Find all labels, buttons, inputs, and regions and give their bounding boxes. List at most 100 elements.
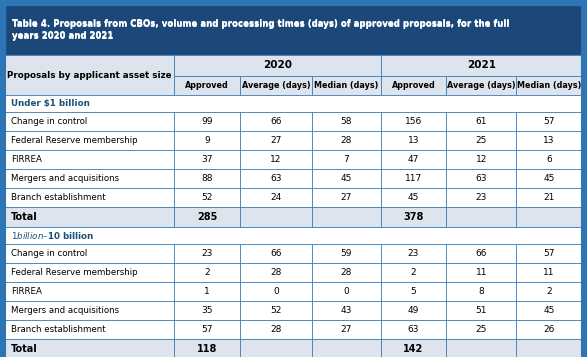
Bar bbox=[174, 263, 240, 282]
Text: 8: 8 bbox=[478, 287, 484, 296]
Text: 27: 27 bbox=[340, 325, 352, 334]
Text: 49: 49 bbox=[408, 306, 419, 315]
Bar bbox=[446, 282, 516, 301]
Bar bbox=[516, 76, 582, 95]
Bar bbox=[446, 169, 516, 188]
Bar bbox=[174, 76, 240, 95]
Bar bbox=[240, 244, 312, 263]
Text: 12: 12 bbox=[270, 155, 282, 164]
Bar bbox=[174, 301, 240, 320]
Text: 21: 21 bbox=[544, 193, 555, 202]
Text: 57: 57 bbox=[544, 117, 555, 126]
Text: 45: 45 bbox=[408, 193, 419, 202]
Text: 27: 27 bbox=[340, 193, 352, 202]
Text: 45: 45 bbox=[544, 174, 555, 183]
Bar bbox=[174, 207, 240, 227]
Bar bbox=[174, 150, 240, 169]
Text: 58: 58 bbox=[340, 117, 352, 126]
Bar bbox=[240, 112, 312, 131]
Bar bbox=[380, 131, 446, 150]
Bar bbox=[240, 76, 312, 95]
Bar bbox=[174, 320, 240, 339]
Bar bbox=[312, 320, 380, 339]
Bar bbox=[446, 131, 516, 150]
Text: 2: 2 bbox=[204, 268, 210, 277]
Text: FIRREA: FIRREA bbox=[11, 155, 42, 164]
Bar bbox=[5, 150, 174, 169]
Text: 37: 37 bbox=[201, 155, 212, 164]
Bar bbox=[174, 55, 380, 76]
Bar bbox=[446, 188, 516, 207]
Bar bbox=[240, 282, 312, 301]
Text: 52: 52 bbox=[270, 306, 282, 315]
Bar bbox=[240, 339, 312, 357]
Text: 27: 27 bbox=[270, 136, 282, 145]
Bar bbox=[240, 188, 312, 207]
Bar bbox=[174, 282, 240, 301]
Bar bbox=[380, 169, 446, 188]
Text: Change in control: Change in control bbox=[11, 249, 87, 258]
Bar bbox=[5, 244, 174, 263]
Bar bbox=[5, 188, 174, 207]
Text: Change in control: Change in control bbox=[11, 117, 87, 126]
Text: 57: 57 bbox=[544, 249, 555, 258]
Bar bbox=[240, 263, 312, 282]
Text: Approved: Approved bbox=[185, 81, 229, 90]
Text: 25: 25 bbox=[475, 325, 487, 334]
Bar bbox=[5, 207, 174, 227]
Text: 118: 118 bbox=[197, 344, 217, 354]
Text: 63: 63 bbox=[475, 174, 487, 183]
Bar bbox=[174, 339, 240, 357]
Bar bbox=[5, 95, 582, 112]
Bar bbox=[174, 131, 240, 150]
Bar bbox=[312, 244, 380, 263]
Text: 28: 28 bbox=[340, 136, 352, 145]
Text: 2020: 2020 bbox=[263, 60, 292, 70]
Text: Average (days): Average (days) bbox=[447, 81, 515, 90]
Bar bbox=[5, 5, 582, 55]
Bar bbox=[312, 188, 380, 207]
Bar bbox=[516, 131, 582, 150]
Bar bbox=[446, 150, 516, 169]
Bar bbox=[312, 207, 380, 227]
Bar bbox=[312, 76, 380, 95]
Text: Under $1 billion: Under $1 billion bbox=[11, 99, 90, 108]
Bar bbox=[5, 112, 174, 131]
Bar bbox=[240, 169, 312, 188]
Text: 378: 378 bbox=[403, 212, 424, 222]
Bar bbox=[174, 244, 240, 263]
Text: 7: 7 bbox=[343, 155, 349, 164]
Text: 26: 26 bbox=[544, 325, 555, 334]
Text: 5: 5 bbox=[411, 287, 416, 296]
Bar bbox=[380, 112, 446, 131]
Text: 285: 285 bbox=[197, 212, 217, 222]
Text: 51: 51 bbox=[475, 306, 487, 315]
Text: 28: 28 bbox=[340, 268, 352, 277]
Text: 12: 12 bbox=[475, 155, 487, 164]
Text: Median (days): Median (days) bbox=[314, 81, 379, 90]
Bar bbox=[174, 169, 240, 188]
Text: 2: 2 bbox=[411, 268, 416, 277]
Text: Approved: Approved bbox=[392, 81, 436, 90]
Text: 66: 66 bbox=[270, 249, 282, 258]
Text: 35: 35 bbox=[201, 306, 212, 315]
Text: 25: 25 bbox=[475, 136, 487, 145]
Text: 52: 52 bbox=[201, 193, 212, 202]
Text: 1: 1 bbox=[204, 287, 210, 296]
Bar bbox=[5, 263, 174, 282]
Bar bbox=[516, 169, 582, 188]
Bar bbox=[312, 131, 380, 150]
Bar bbox=[446, 207, 516, 227]
Bar bbox=[446, 76, 516, 95]
Text: 23: 23 bbox=[201, 249, 212, 258]
Text: 63: 63 bbox=[408, 325, 419, 334]
Text: 6: 6 bbox=[546, 155, 552, 164]
Text: 61: 61 bbox=[475, 117, 487, 126]
Text: 23: 23 bbox=[408, 249, 419, 258]
Bar bbox=[240, 301, 312, 320]
Bar bbox=[446, 244, 516, 263]
Text: 117: 117 bbox=[405, 174, 422, 183]
Text: Total: Total bbox=[11, 344, 38, 354]
Bar bbox=[446, 112, 516, 131]
Text: Federal Reserve membership: Federal Reserve membership bbox=[11, 268, 137, 277]
